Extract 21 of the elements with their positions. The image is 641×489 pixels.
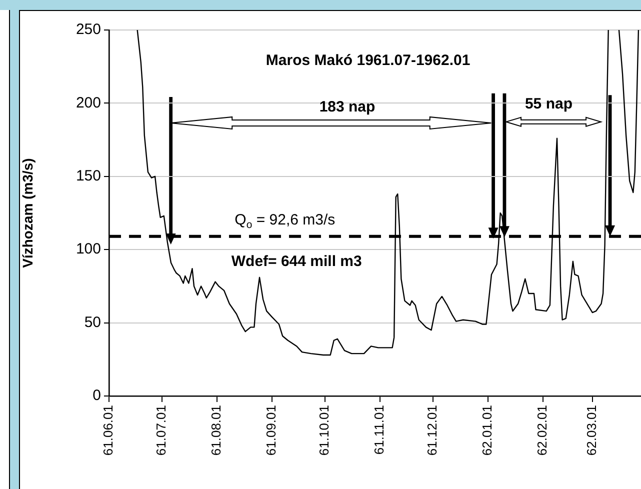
y-tick-label: 0 (92, 387, 101, 404)
x-tick-label: 62.01.01 (480, 405, 495, 456)
y-tick-label: 250 (76, 21, 101, 38)
x-tick-label: 62.03.01 (584, 405, 599, 456)
y-tick-label: 200 (76, 94, 101, 112)
annotation: Wdef= 644 mill m3 (231, 253, 362, 270)
annotation: 183 nap (319, 98, 376, 116)
y-axis-title: Vízhozam (m3/s) (19, 158, 36, 268)
y-tick-label: 150 (76, 168, 101, 185)
text: Maros Makó 1961.07-1962.01 (266, 52, 470, 69)
x-tick-label: 62.02.01 (534, 405, 550, 456)
x-tick-label: 61.09.01 (263, 405, 278, 456)
x-tick-label: 61.10.01 (316, 405, 332, 456)
x-tick-label: 61.08.01 (208, 405, 224, 456)
y-tick-label: 50 (84, 314, 101, 331)
x-tick-label: 61.07.01 (154, 405, 169, 456)
x-tick-label: 61.11.01 (372, 405, 387, 455)
x-tick-label: 61.06.01 (100, 405, 116, 456)
annotation: 55 nap (524, 96, 572, 113)
y-tick-label: 100 (76, 240, 101, 258)
x-tick-label: 61.12.01 (424, 405, 440, 456)
